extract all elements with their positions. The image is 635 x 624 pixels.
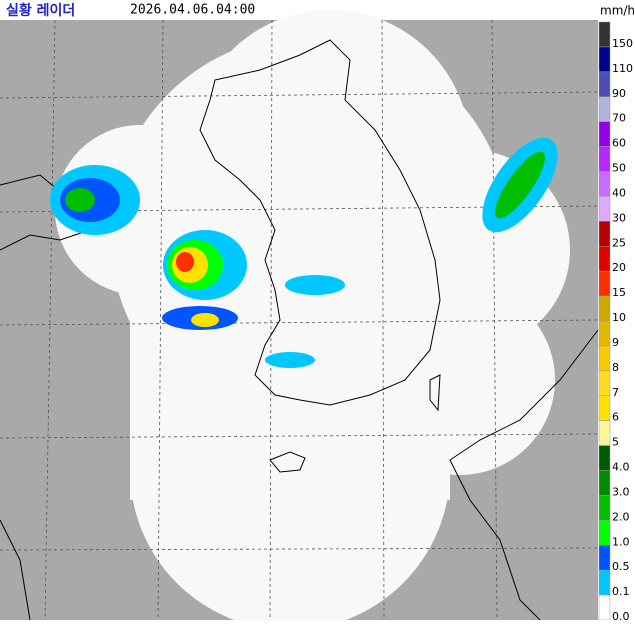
legend-label: 7 [612,386,619,399]
legend-label: 50 [612,162,626,175]
legend-label: 110 [612,62,633,75]
legend-label: 10 [612,311,626,324]
legend-label: 40 [612,186,626,199]
legend-swatch [598,71,611,98]
legend-swatch [598,495,611,521]
legend-label: 0.1 [612,585,630,598]
legend-swatch [598,420,611,446]
legend-label: 0.5 [612,560,630,573]
legend-label: 70 [612,112,626,125]
title: 실황 레이더 [6,2,75,19]
legend-label: 3.0 [612,485,630,498]
legend-label: 5 [612,436,619,449]
legend-swatch [598,520,611,546]
legend-swatch [598,345,611,372]
legend-swatch [598,370,611,397]
legend-swatch [598,196,611,222]
legend-swatch [598,21,611,48]
legend-label: 30 [612,211,626,224]
coastline [0,39,599,621]
legend-label: 4.0 [612,461,630,474]
legend-swatch [598,445,611,471]
legend-swatch [598,545,611,571]
legend-label: 90 [612,87,626,100]
legend-swatch [598,470,611,496]
legend-swatch [598,395,611,421]
unit: mm/h [600,4,635,18]
legend-swatch [598,320,611,347]
legend-swatch [598,246,611,272]
legend-label: 2.0 [612,510,630,523]
legend-label: 25 [612,236,626,249]
map [0,10,599,624]
legend-swatch [598,295,611,322]
legend-label: 6 [612,411,619,424]
legend-swatch [598,46,611,73]
legend-label: 8 [612,361,619,374]
legend-swatch [598,96,611,122]
legend-swatch [598,270,611,297]
legend-label: 1.0 [612,535,630,548]
legend-swatch [598,146,611,172]
legend-swatch [598,121,611,147]
echoes [50,137,558,368]
legend-label: 0.0 [612,610,630,620]
legend-label: 15 [612,286,626,299]
legend-label: 20 [612,261,626,274]
legend-label: 150 [612,37,633,50]
legend-label: 60 [612,137,626,150]
legend-swatch [598,594,611,621]
legend-swatch [598,569,611,596]
legend-label: 9 [612,336,619,349]
timestamp: 2026.04.06.04:00 [130,3,255,18]
legend-swatch [598,171,611,197]
legend-swatch [598,221,611,247]
